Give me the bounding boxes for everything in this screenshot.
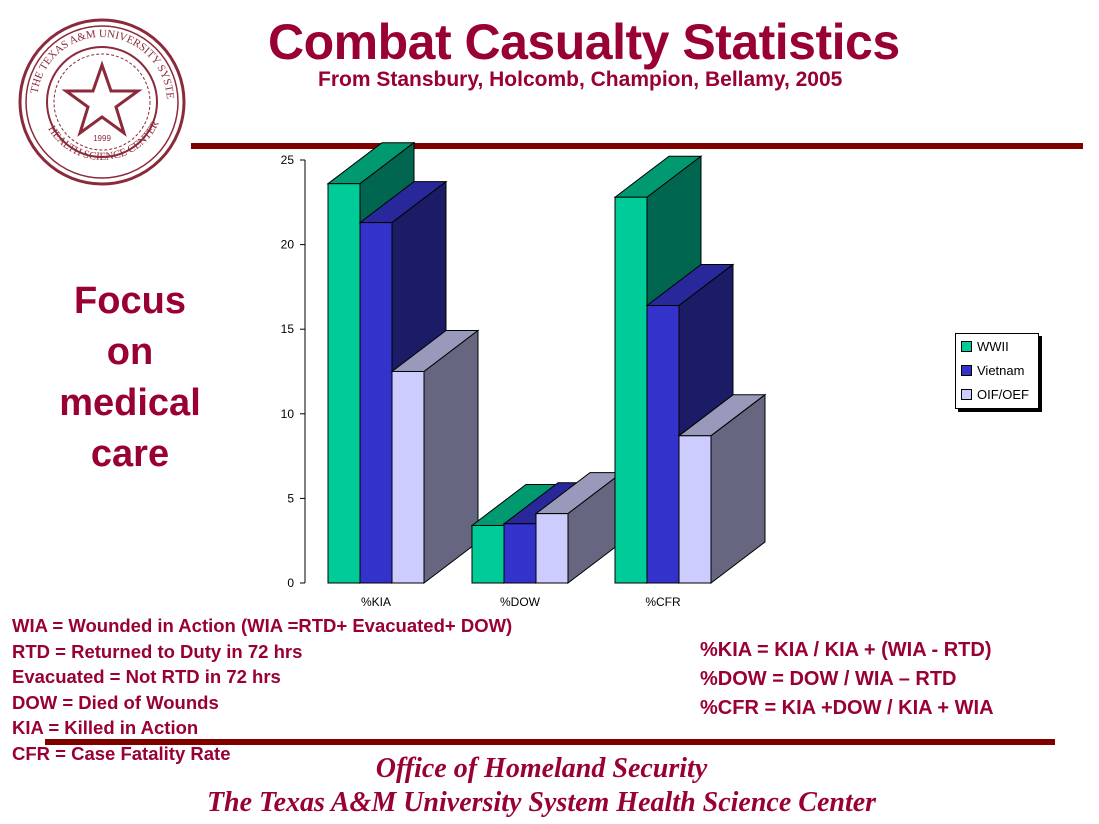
y-tick-label: 20 [281,238,295,252]
bar-chart: 0 5 10 15 20 25 %KIA %DOW %CFR [281,141,767,609]
slide-title: Combat Casualty Statistics [268,14,900,70]
footer-divider [45,739,1055,745]
footer-office: Office of Homeland Security [375,753,708,784]
bar [646,305,680,584]
legend-item-wwii: WWII [956,334,1038,358]
y-tick-label: 10 [281,407,295,421]
x-tick-label: %CFR [645,595,681,609]
formula: %DOW = DOW / WIA – RTD [700,668,957,690]
legend-item-vietnam: Vietnam [956,358,1038,382]
bar [614,196,648,584]
focus-text: Focus on medical care [30,276,230,480]
legend-label: Vietnam [977,362,1025,378]
y-tick-label: 25 [281,153,295,167]
header-divider [191,143,1083,149]
bar [503,523,537,584]
y-tick-label: 15 [281,322,295,336]
bar [535,513,569,584]
bar [327,183,361,584]
legend-label: OIF/OEF [977,386,1029,402]
definitions-list: WIA = Wounded in Action (WIA =RTD+ Evacu… [12,613,512,767]
formula: %KIA = KIA / KIA + (WIA - RTD) [700,639,992,661]
bar [678,435,712,584]
svg-text:1999: 1999 [93,134,111,143]
formulas-list: %KIA = KIA / KIA + (WIA - RTD) %DOW = DO… [700,636,994,723]
footer: Office of Homeland Security The Texas A&… [0,752,1099,820]
bar-side [423,329,479,585]
focus-line: care [90,433,170,475]
university-seal-logo: THE TEXAS A&M UNIVERSITY SYSTEM HEALTH S… [15,17,186,186]
focus-line: medical [59,382,201,424]
focus-line: Focus [74,280,186,322]
legend-item-oif: OIF/OEF [956,382,1038,406]
y-tick-label: 5 [287,491,294,505]
footer-institution: The Texas A&M University System Health S… [206,787,877,818]
bar [471,524,505,584]
bar [391,371,425,584]
definition: Evacuated = Not RTD in 72 hrs [12,666,281,688]
definition: DOW = Died of Wounds [12,691,219,713]
x-tick-label: %DOW [500,595,541,609]
legend-label: WWII [977,338,1009,354]
formula: %CFR = KIA +DOW / KIA + WIA [700,697,994,719]
definition: CFR = Case Fatality Rate [12,742,231,764]
chart-legend: WWII Vietnam OIF/OEF [955,333,1039,409]
slide-subtitle: From Stansbury, Holcomb, Champion, Bella… [318,68,843,91]
definition: KIA = Killed in Action [12,717,199,739]
bar [359,222,393,584]
y-tick-label: 0 [287,576,294,590]
definition: WIA = Wounded in Action (WIA =RTD+ Evacu… [12,615,513,636]
focus-line: on [106,331,154,373]
definition: RTD = Returned to Duty in 72 hrs [12,640,303,662]
x-tick-label: %KIA [361,595,391,609]
